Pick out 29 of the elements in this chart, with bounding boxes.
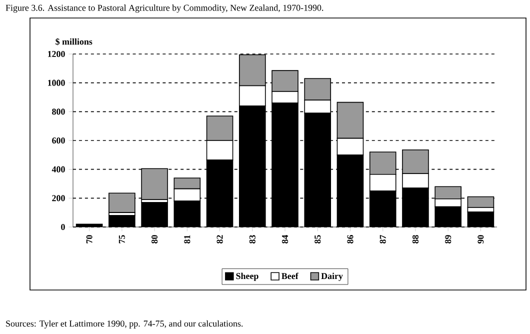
bar — [467, 196, 494, 208]
y-axis-title: $ millions — [56, 38, 92, 46]
y-tick-label: 200 — [52, 195, 65, 202]
x-tick-label: 88 — [412, 235, 418, 244]
x-tick-label: 84 — [282, 234, 288, 244]
legend-label: Beef — [282, 272, 298, 280]
y-tick-label: 600 — [52, 137, 65, 144]
x-tick-label: 83 — [249, 235, 256, 244]
x-tick-label: 86 — [347, 235, 354, 244]
y-tick-label: 800 — [52, 108, 65, 115]
x-tick-label: 70 — [86, 235, 92, 244]
x-tick-label: 90 — [478, 235, 484, 244]
x-tick-label: 85 — [314, 235, 321, 244]
x-tick-label: 75 — [118, 235, 125, 244]
x-tick-label: 80 — [152, 235, 158, 244]
legend-label: Dairy — [321, 272, 343, 281]
y-tick-label: 0 — [61, 224, 65, 230]
y-tick-label: 1200 — [48, 50, 65, 58]
y-tick-label: 400 — [52, 166, 65, 172]
x-tick-label: 89 — [445, 235, 452, 244]
y-tick-label: 1000 — [48, 80, 65, 86]
legend-label: Sheep — [236, 272, 258, 281]
bar — [141, 168, 168, 200]
x-tick-label: 81 — [184, 235, 190, 244]
x-tick-label: 82 — [216, 235, 223, 244]
source-note: Sources: Tyler et Lattimore 1990, pp. 74-75, and our calculations. — [6, 320, 243, 328]
bar — [108, 192, 136, 213]
x-tick-label: 87 — [380, 234, 386, 244]
chart-title: Figure 3.6. Assistance to Pastoral Agriculture by Commodity, New Zealand, 1970-1990. — [6, 4, 324, 13]
